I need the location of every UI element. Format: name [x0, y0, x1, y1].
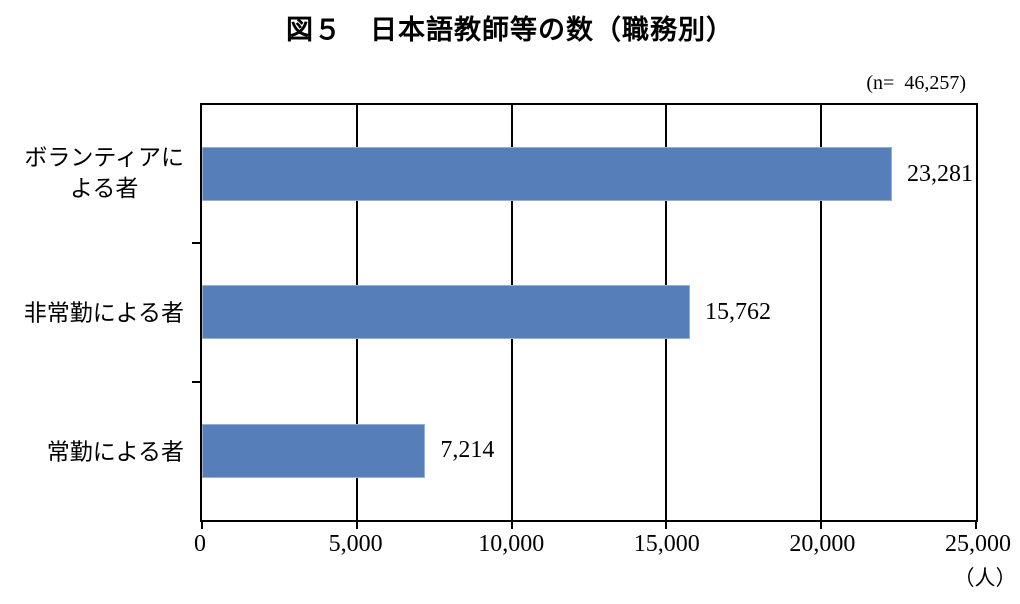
x-axis-unit-label: （人） [953, 566, 1017, 590]
x-tick-label: 20,000 [789, 531, 856, 557]
x-axis-tick [510, 522, 513, 529]
plot-area: 23,281 15,762 7,214 [192, 103, 978, 529]
category-axis-labels: ボランティアに よる者 非常勤による者 常勤による者 [0, 103, 192, 522]
gridline [820, 105, 823, 520]
x-tick-label: 15,000 [633, 531, 700, 557]
x-tick-label: 10,000 [478, 531, 545, 557]
y-axis-tick [192, 380, 200, 383]
x-tick-label: 0 [194, 531, 206, 557]
category-label: 常勤による者 [46, 439, 184, 465]
x-tick-label: 5,000 [328, 531, 383, 557]
value-label: 23,281 [904, 159, 976, 189]
bar-row: 15,762 [202, 243, 976, 381]
x-axis-tick [355, 522, 358, 529]
value-label: 7,214 [437, 436, 498, 466]
bar-part-time [202, 285, 690, 340]
x-axis-tick [201, 522, 203, 529]
value-label: 15,762 [701, 297, 774, 327]
y-axis-tick [192, 242, 200, 245]
bar-row: 7,214 [202, 382, 976, 520]
sample-size-label: (n= 46,257) [866, 72, 966, 94]
x-axis-tick [820, 522, 823, 529]
bar-full-time [202, 423, 426, 478]
x-tick-label: 25,000 [945, 531, 1011, 557]
category-label: ボランティアに よる者 [24, 144, 184, 201]
x-axis-tick [975, 522, 977, 529]
bar-row: 23,281 [202, 105, 976, 243]
chart-title: 図５ 日本語教師等の数（職務別） [286, 15, 734, 45]
category-label: 非常勤による者 [23, 299, 184, 325]
bar-volunteer [202, 147, 892, 202]
x-axis-tick [665, 522, 668, 529]
x-axis-labels: 0 5,000 10,000 15,000 20,000 25,000 [194, 531, 1011, 563]
